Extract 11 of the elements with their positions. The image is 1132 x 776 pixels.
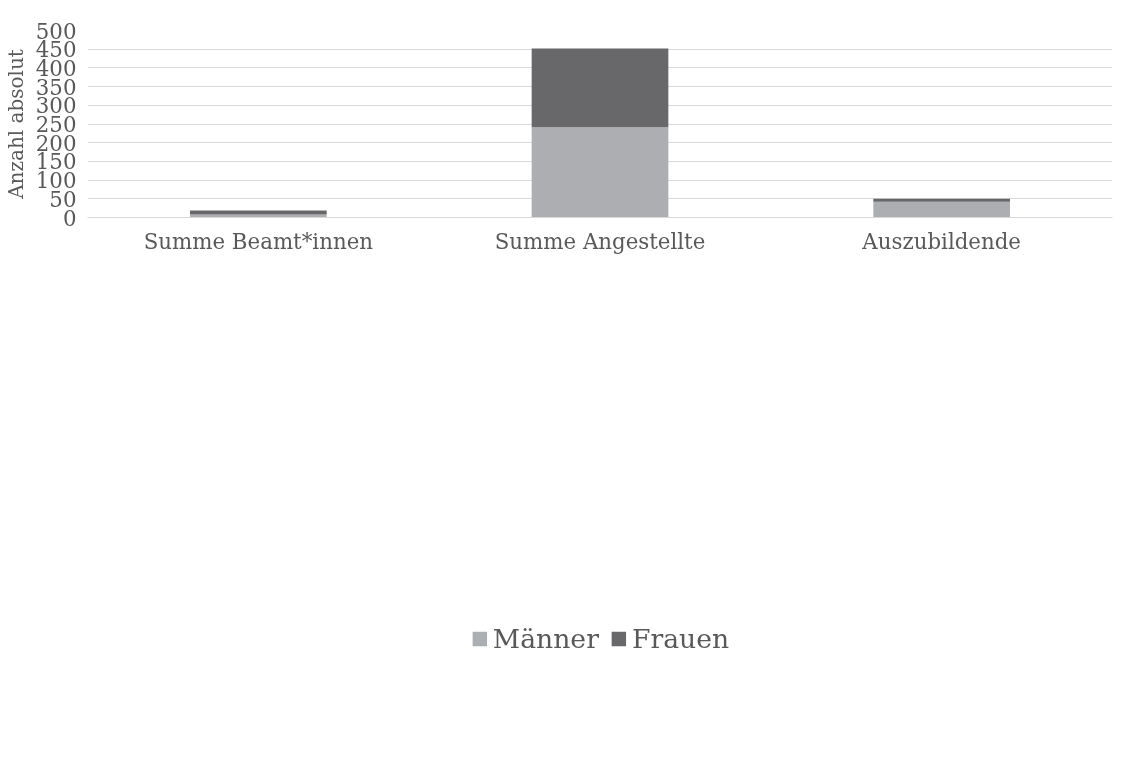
legend-label: Männer bbox=[492, 622, 599, 654]
bar bbox=[873, 201, 1010, 218]
bar bbox=[190, 210, 327, 215]
bar bbox=[531, 127, 669, 218]
x-tick-label: Summe Angestellte bbox=[494, 228, 706, 254]
bar bbox=[873, 198, 1010, 202]
bar bbox=[531, 48, 669, 128]
y-axis-title: Anzahl absolut bbox=[3, 49, 28, 200]
x-tick-label: Summe Beamt*innen bbox=[143, 228, 374, 254]
legend-label: Frauen bbox=[631, 622, 730, 654]
x-tick-label: Auszubildende bbox=[861, 228, 1021, 254]
